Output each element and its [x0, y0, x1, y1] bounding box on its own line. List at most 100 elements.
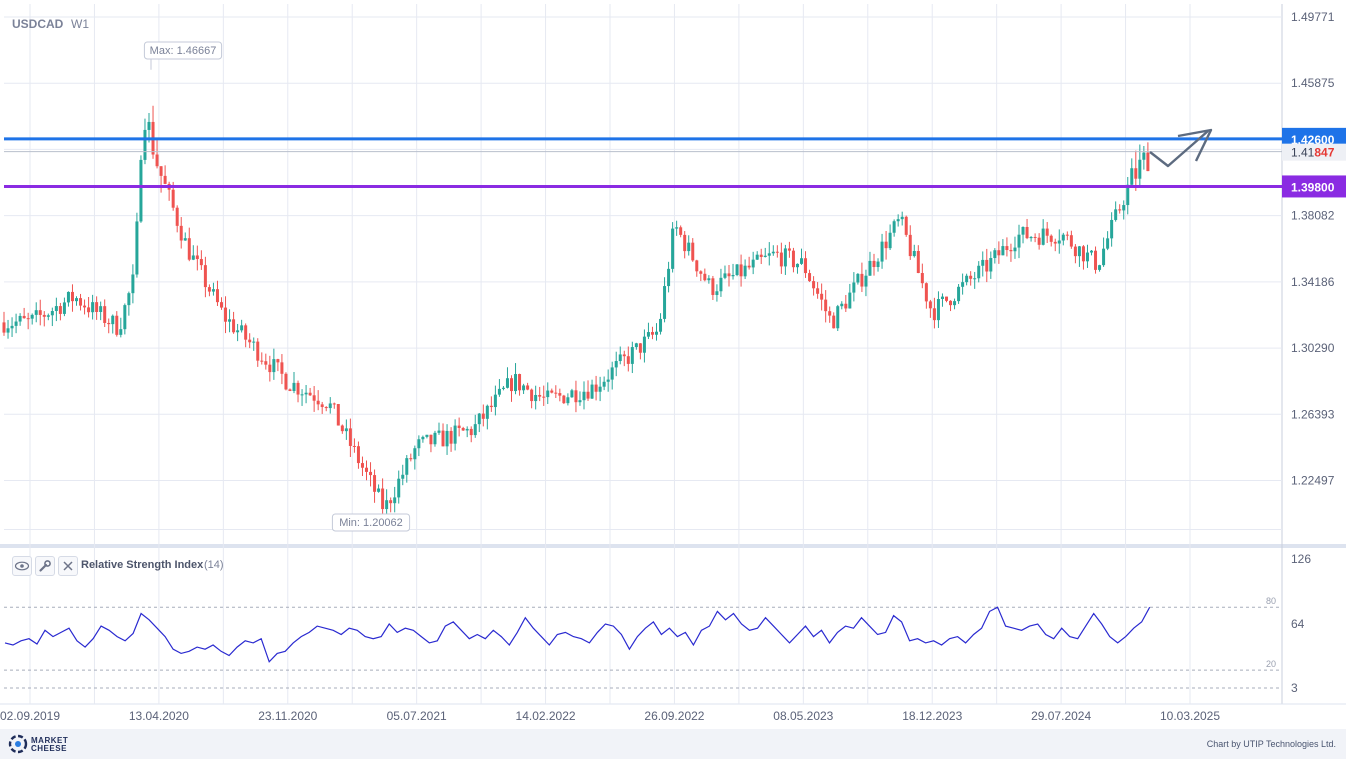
candle-body: [1138, 159, 1142, 179]
candle-body: [614, 361, 618, 368]
candle-body: [320, 404, 324, 408]
candle-body: [949, 300, 953, 306]
candle-body: [554, 392, 558, 394]
indicator-period: (14): [204, 559, 224, 571]
candle-body: [497, 388, 501, 395]
candle-body: [268, 364, 272, 373]
candle-body: [1053, 241, 1057, 244]
candle-body: [904, 216, 908, 235]
candle-body: [703, 273, 707, 281]
candle-body: [308, 392, 312, 396]
candle-body: [848, 292, 852, 309]
candle-body: [932, 308, 936, 321]
candle-body: [413, 448, 417, 460]
candle-body: [1098, 265, 1102, 270]
price-tick-label: 1.26393: [1291, 407, 1335, 421]
candle-body: [1118, 209, 1122, 211]
candle-body: [300, 394, 304, 396]
chart-credit: Chart by UTIP Technologies Ltd.: [1206, 739, 1336, 749]
candle-body: [997, 250, 1001, 256]
min-label: Min: 1.20062: [331, 513, 411, 532]
grid: [0, 4, 1346, 705]
candle-body: [421, 436, 425, 440]
rsi-level-label: 20: [1266, 659, 1276, 669]
candle-body: [896, 219, 900, 222]
candle-body: [465, 428, 469, 431]
forecast-arrow: [1149, 130, 1209, 168]
candle-body: [912, 250, 916, 257]
candle-body: [505, 378, 509, 388]
candle-body: [179, 225, 183, 241]
candle-body: [30, 314, 34, 319]
candle-body: [14, 321, 18, 326]
candle-body: [75, 298, 78, 302]
price-tick-label: 1.30290: [1291, 341, 1335, 355]
candle-body: [328, 403, 332, 409]
price-levels: 1.42600 1.39800 1.41847: [4, 127, 1346, 198]
candle-body: [453, 425, 457, 444]
candle-body: [107, 322, 111, 325]
visibility-button[interactable]: [12, 556, 32, 576]
time-tick-label: 10.03.2025: [1160, 709, 1220, 723]
candle-body: [646, 332, 650, 337]
rsi-level-label: 80: [1266, 596, 1276, 606]
candle-body: [578, 400, 582, 403]
candle-body: [324, 407, 328, 409]
candle-body: [344, 428, 348, 432]
candle-body: [1130, 168, 1134, 185]
candle-body: [485, 405, 489, 419]
candle-body: [945, 296, 948, 301]
candle-body: [1110, 219, 1114, 239]
price-tick-label: 1.34186: [1291, 275, 1335, 289]
badge-box: [143, 41, 223, 60]
candle-body: [743, 265, 747, 277]
candle-body: [111, 315, 115, 325]
symbol-label: USDCAD: [12, 17, 64, 31]
candle-body: [985, 259, 989, 272]
candle-body: [622, 354, 626, 357]
candlestick-series: [2, 105, 1150, 519]
candle-body: [252, 341, 256, 343]
candle-body: [240, 325, 244, 331]
candle-body: [852, 282, 856, 293]
candle-body: [469, 428, 473, 436]
candle-body: [199, 259, 203, 266]
forecast-arrowhead: [1177, 128, 1213, 162]
candle-body: [1061, 234, 1065, 241]
candle-body: [131, 274, 135, 294]
remove-indicator-button[interactable]: [58, 556, 78, 576]
candle-body: [856, 273, 860, 283]
settings-button[interactable]: [35, 556, 55, 576]
candle-body: [1073, 246, 1077, 257]
candle-body: [1090, 250, 1093, 253]
price-tick-label: 1.38082: [1291, 209, 1335, 223]
candle-body: [352, 445, 356, 447]
candle-body: [795, 263, 799, 268]
candle-body: [953, 301, 957, 306]
candle-body: [755, 254, 759, 260]
candle-body: [54, 306, 58, 312]
current-price-text: 1.41847: [1291, 146, 1335, 160]
candle-body: [405, 458, 409, 475]
wrench-icon: [39, 560, 51, 572]
candle-body: [397, 478, 401, 498]
chart-area[interactable]: 1.42600 1.39800 1.41847 80 20 1.49771 1.4587…: [0, 0, 1346, 730]
candle-body: [691, 242, 695, 261]
candle-body: [433, 432, 437, 445]
candle-body: [276, 359, 280, 363]
badge-text: Min: 1.20062: [339, 517, 403, 529]
rsi-tick-label: 64: [1291, 617, 1305, 631]
candle-body: [642, 336, 646, 353]
candle-body: [1017, 234, 1021, 248]
candle-body: [183, 238, 187, 241]
candle-body: [977, 265, 981, 279]
time-tick-label: 29.07.2024: [1031, 709, 1091, 723]
panel-separator: [0, 544, 1346, 548]
candle-body: [18, 315, 22, 322]
candle-body: [401, 474, 405, 479]
candle-body: [924, 283, 928, 302]
candle-body: [610, 367, 614, 380]
candle-body: [163, 175, 167, 184]
candle-body: [66, 291, 70, 303]
candle-body: [369, 471, 373, 476]
